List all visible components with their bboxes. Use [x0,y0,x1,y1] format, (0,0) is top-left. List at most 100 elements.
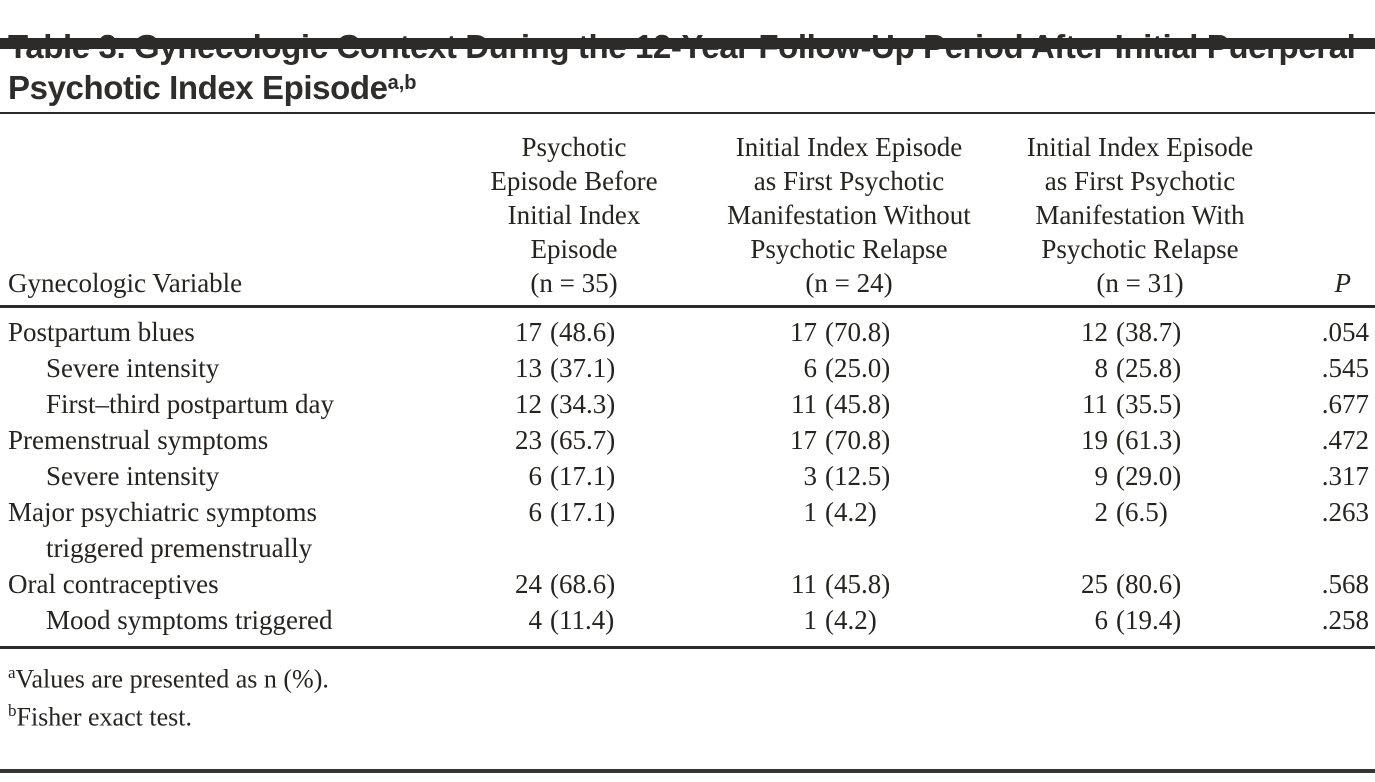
cell-count: 8 [1094,353,1109,383]
data-cell: 11 (45.8) [708,386,990,422]
cell-percent: (70.8) [825,317,891,347]
table-row: Premenstrual symptoms 23 (65.7) 17 (70.8) … [0,422,1375,458]
data-cell: 1 (4.2) [708,494,990,566]
bottom-rule-bar [0,769,1375,773]
data-cell: 24 (68.6) [440,566,708,602]
data-cell: 25 (80.6) [990,566,1290,602]
cell-count: 17 [790,317,817,347]
row-label: Mood symptoms triggered [0,602,440,649]
data-cell: 8 (25.8) [990,350,1290,386]
cell-count: 13 [515,353,542,383]
column-header-p-value: P [1290,114,1375,308]
cell-count: 11 [791,569,817,599]
row-label: Severe intensity [46,353,220,383]
cell-count: 12 [515,389,542,419]
cell-percent: (68.6) [550,569,616,599]
cell-percent: (80.6) [1116,569,1182,599]
p-value-cell: .545 [1321,353,1369,383]
data-cell: 12 (38.7) [990,307,1290,351]
results-table: Gynecologic Variable Psychotic Episode B… [0,114,1375,649]
cell-percent: (4.2) [825,605,877,635]
header-line: Manifestation Without [727,200,971,230]
cell-percent: (48.6) [550,317,616,347]
table-row: Severe intensity 13 (37.1) 6 (25.0) 8 (25.8… [0,350,1375,386]
cell-count: 17 [790,425,817,455]
page-root: { "colors": { "text": "#262420", "bar": … [0,28,1375,782]
header-n-count: (n = 24) [805,268,893,298]
data-cell: 4 (11.4) [440,602,708,649]
cell-count: 9 [1094,461,1109,491]
footnotes: aValues are presented as n (%). bFisher … [8,657,1367,732]
column-header-group1: Psychotic Episode Before Initial Index E… [440,114,708,308]
header-line: Episode Before [490,166,658,196]
cell-count: 17 [515,317,542,347]
header-line: as First Psychotic [753,166,945,196]
data-cell: 11 (45.8) [708,566,990,602]
row-label: Severe intensity [46,461,220,491]
cell-count: 11 [791,389,817,419]
data-cell: 13 (37.1) [440,350,708,386]
cell-percent: (37.1) [550,353,616,383]
header-line: as First Psychotic [1044,166,1236,196]
column-header-group3: Initial Index Episode as First Psychotic… [990,114,1290,308]
p-value-cell: .677 [1321,389,1369,419]
p-value-cell: .317 [1321,461,1369,491]
table-row: Severe intensity 6 (17.1) 3 (12.5) 9 (29.0)… [0,458,1375,494]
footnote-a-marker: a [8,663,16,682]
data-cell: 3 (12.5) [708,458,990,494]
row-label: First–third postpartum day [46,389,334,419]
data-cell: 1 (4.2) [708,602,990,649]
data-cell: 12 (34.3) [440,386,708,422]
p-value-cell: .263 [1321,497,1369,527]
table-row: Postpartum blues 17 (48.6) 17 (70.8) 12 (38… [0,307,1375,351]
table-body: Postpartum blues 17 (48.6) 17 (70.8) 12 (38… [0,307,1375,649]
cell-count: 6 [528,461,543,491]
footnote-a: aValues are presented as n (%). [8,657,1367,695]
header-line: Initial Index Episode [1026,132,1254,162]
row-label: Premenstrual symptoms [8,425,269,455]
cell-count: 6 [1094,605,1109,635]
cell-percent: (45.8) [825,569,891,599]
data-cell: 9 (29.0) [990,458,1290,494]
table-row: First–third postpartum day 12 (34.3) 11 (4… [0,386,1375,422]
cell-percent: (65.7) [550,425,616,455]
cell-count: 24 [515,569,542,599]
row-label: Postpartum blues [8,317,195,347]
cell-count: 3 [803,461,818,491]
cell-percent: (35.5) [1116,389,1182,419]
p-value-cell: .472 [1321,425,1369,455]
data-cell: 11 (35.5) [990,386,1290,422]
row-label-line2: triggered premenstrually [46,533,313,563]
p-value-cell: .258 [1290,602,1375,649]
cell-percent: (34.3) [550,389,616,419]
header-line: Psychotic [521,132,627,162]
cell-percent: (25.8) [1116,353,1182,383]
cell-percent: (38.7) [1116,317,1182,347]
cell-count: 11 [1082,389,1108,419]
cell-count: 12 [1081,317,1108,347]
data-cell: 6 (17.1) [440,458,708,494]
cell-percent: (29.0) [1116,461,1182,491]
data-cell: 6 (17.1) [440,494,708,566]
header-line: Manifestation With [1035,200,1245,230]
table-row: Oral contraceptives 24 (68.6) 11 (45.8) 25… [0,566,1375,602]
cell-count: 1 [803,605,818,635]
column-header-variable: Gynecologic Variable [0,114,440,308]
title-divider-rule [0,112,1375,114]
footnote-a-text: Values are presented as n (%). [15,664,329,694]
table-title-superscript: a,b [387,72,417,94]
cell-percent: (11.4) [550,605,615,635]
top-rule-bar [0,38,1375,49]
cell-percent: (70.8) [825,425,891,455]
row-label-line1: Major psychiatric symptoms [8,497,317,527]
data-cell: 2 (6.5) [990,494,1290,566]
header-line: Episode [530,234,618,264]
header-line: Psychotic Relapse [1041,234,1239,264]
cell-percent: (12.5) [825,461,891,491]
cell-count: 4 [528,605,543,635]
cell-count: 19 [1081,425,1108,455]
data-cell: 17 (48.6) [440,307,708,351]
row-label: Major psychiatric symptoms triggered pre… [0,494,440,566]
cell-percent: (45.8) [825,389,891,419]
header-n-count: (n = 31) [1096,268,1184,298]
